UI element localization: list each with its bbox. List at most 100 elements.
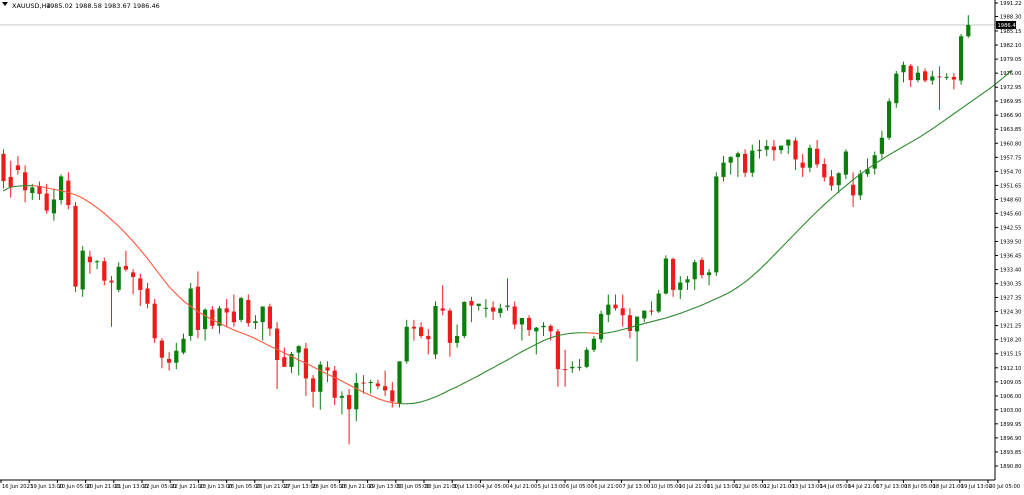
candle[interactable] bbox=[945, 73, 949, 80]
candle[interactable] bbox=[469, 297, 473, 322]
candle[interactable] bbox=[390, 382, 394, 407]
candle[interactable] bbox=[707, 269, 711, 285]
candle[interactable] bbox=[95, 260, 99, 269]
candle[interactable] bbox=[174, 343, 178, 369]
candle[interactable] bbox=[937, 66, 941, 110]
candle[interactable] bbox=[901, 62, 905, 83]
candle[interactable] bbox=[959, 34, 963, 85]
candle[interactable] bbox=[757, 140, 761, 158]
candle[interactable] bbox=[520, 318, 524, 341]
candle[interactable] bbox=[916, 66, 920, 82]
candle[interactable] bbox=[181, 334, 185, 355]
candle[interactable] bbox=[570, 361, 574, 373]
candle[interactable] bbox=[441, 285, 445, 315]
candle[interactable] bbox=[383, 371, 387, 396]
candle[interactable] bbox=[167, 352, 171, 370]
candle[interactable] bbox=[923, 69, 927, 83]
candle[interactable] bbox=[325, 361, 329, 382]
candle[interactable] bbox=[81, 246, 85, 297]
candle[interactable] bbox=[138, 274, 142, 306]
candle[interactable] bbox=[613, 294, 617, 310]
candle[interactable] bbox=[217, 306, 221, 334]
candle[interactable] bbox=[829, 170, 833, 191]
candle[interactable] bbox=[9, 161, 13, 198]
candle[interactable] bbox=[750, 145, 754, 177]
candle[interactable] bbox=[376, 380, 380, 389]
candle[interactable] bbox=[966, 15, 970, 38]
candle[interactable] bbox=[484, 299, 488, 317]
candle[interactable] bbox=[563, 350, 567, 387]
candle[interactable] bbox=[498, 304, 502, 318]
candle[interactable] bbox=[513, 301, 517, 329]
candle[interactable] bbox=[333, 366, 337, 405]
candle[interactable] bbox=[772, 140, 776, 161]
candle[interactable] bbox=[347, 389, 351, 444]
candle[interactable] bbox=[678, 276, 682, 299]
candle[interactable] bbox=[73, 202, 77, 292]
candle[interactable] bbox=[419, 322, 423, 338]
candle[interactable] bbox=[311, 375, 315, 407]
candle[interactable] bbox=[275, 322, 279, 389]
candle[interactable] bbox=[426, 329, 430, 354]
candle[interactable] bbox=[109, 276, 113, 327]
candle[interactable] bbox=[642, 311, 646, 323]
candle[interactable] bbox=[1, 149, 5, 188]
candle[interactable] bbox=[282, 348, 286, 367]
candle[interactable] bbox=[340, 391, 344, 414]
candle[interactable] bbox=[16, 156, 20, 174]
candle[interactable] bbox=[721, 156, 725, 181]
candle[interactable] bbox=[246, 294, 250, 326]
candle[interactable] bbox=[131, 269, 135, 294]
candle[interactable] bbox=[160, 338, 164, 368]
candle[interactable] bbox=[599, 311, 603, 343]
candle[interactable] bbox=[232, 294, 236, 326]
collapse-triangle-icon[interactable] bbox=[2, 2, 8, 6]
candle[interactable] bbox=[117, 262, 121, 292]
candle[interactable] bbox=[210, 306, 214, 329]
candle[interactable] bbox=[779, 146, 783, 154]
candle[interactable] bbox=[37, 182, 41, 200]
candle[interactable] bbox=[649, 301, 653, 315]
candle[interactable] bbox=[765, 140, 769, 156]
candle[interactable] bbox=[59, 175, 63, 205]
candle[interactable] bbox=[433, 301, 437, 359]
candle[interactable] bbox=[455, 324, 459, 347]
candle[interactable] bbox=[621, 294, 625, 326]
candle[interactable] bbox=[577, 359, 581, 371]
candle[interactable] bbox=[628, 308, 632, 338]
candle[interactable] bbox=[412, 320, 416, 341]
candle[interactable] bbox=[361, 375, 365, 393]
candle[interactable] bbox=[930, 71, 934, 85]
candle[interactable] bbox=[635, 317, 639, 362]
candle[interactable] bbox=[491, 301, 495, 319]
candle[interactable] bbox=[909, 64, 913, 87]
candle[interactable] bbox=[145, 283, 149, 308]
candle[interactable] bbox=[880, 131, 884, 159]
candle[interactable] bbox=[736, 152, 740, 177]
candle[interactable] bbox=[541, 322, 545, 336]
candle[interactable] bbox=[462, 301, 466, 338]
candle[interactable] bbox=[952, 73, 956, 89]
candle[interactable] bbox=[23, 165, 27, 202]
candle[interactable] bbox=[448, 308, 452, 356]
candle[interactable] bbox=[477, 304, 481, 311]
candle[interactable] bbox=[369, 380, 373, 394]
candle[interactable] bbox=[196, 271, 200, 338]
candle[interactable] bbox=[815, 140, 819, 168]
candle[interactable] bbox=[894, 71, 898, 108]
candle[interactable] bbox=[671, 258, 675, 297]
candle[interactable] bbox=[225, 299, 229, 327]
candle[interactable] bbox=[801, 154, 805, 177]
candle[interactable] bbox=[793, 138, 797, 170]
candle[interactable] bbox=[203, 308, 207, 340]
candle[interactable] bbox=[534, 327, 538, 355]
candle[interactable] bbox=[124, 251, 128, 272]
candle[interactable] bbox=[556, 329, 560, 387]
candle[interactable] bbox=[743, 149, 747, 177]
candle[interactable] bbox=[527, 315, 531, 336]
candle[interactable] bbox=[189, 283, 193, 341]
candle[interactable] bbox=[786, 140, 790, 154]
candle[interactable] bbox=[822, 158, 826, 181]
